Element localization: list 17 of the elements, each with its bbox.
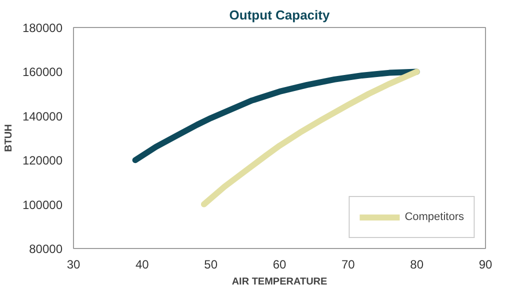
x-axis-title: AIR TEMPERATURE	[232, 276, 328, 288]
y-tick-label: 120000	[22, 154, 63, 168]
y-tick-label: 160000	[22, 65, 63, 80]
y-tick-label: 180000	[22, 21, 63, 35]
y-tick-label: 100000	[22, 198, 63, 212]
x-tick-label: 60	[272, 258, 286, 272]
legend-label: Competitors	[404, 211, 464, 223]
x-tick-label: 90	[478, 258, 492, 272]
chart-title: Output Capacity	[229, 8, 330, 22]
x-tick-label: 50	[204, 258, 218, 272]
x-tick-label: 80	[410, 258, 424, 272]
y-tick-label: 80000	[29, 242, 63, 256]
x-tick-label: 70	[341, 258, 356, 272]
x-tick-label: 40	[135, 258, 150, 272]
y-tick-label: 140000	[22, 109, 63, 124]
y-axis-title: BTUH	[3, 124, 14, 152]
x-tick-label: 30	[66, 258, 80, 272]
